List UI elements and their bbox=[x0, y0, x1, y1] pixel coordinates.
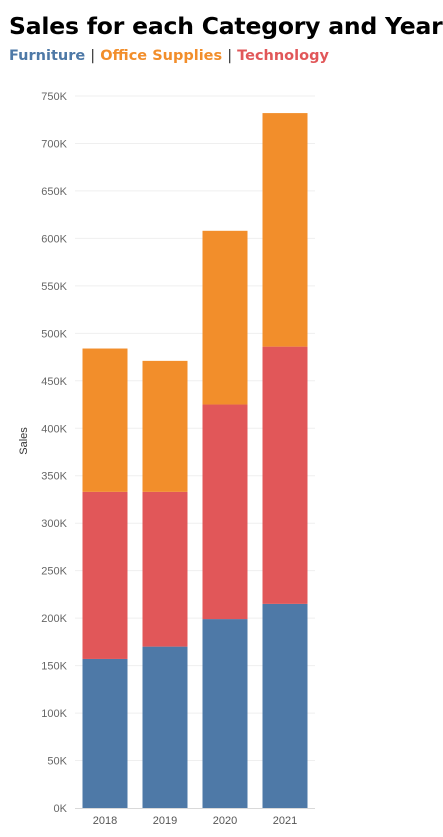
legend-technology[interactable]: Technology bbox=[237, 48, 329, 64]
y-axis-label: Sales bbox=[18, 427, 30, 455]
bar-technology-2021[interactable] bbox=[262, 346, 308, 604]
bar-technology-2019[interactable] bbox=[142, 491, 188, 647]
y-tick-label: 600K bbox=[41, 233, 67, 245]
y-axis: 0K 50K 100K 150K 200K 250K 300K 350K 400K 450K 500… bbox=[41, 91, 67, 815]
bar-office-supplies-2019[interactable] bbox=[142, 360, 188, 492]
legend-separator: | bbox=[227, 48, 233, 64]
chart-title: Sales for each Category and Year bbox=[9, 12, 443, 40]
legend-furniture[interactable]: Furniture bbox=[9, 48, 86, 64]
bar-furniture-2019[interactable] bbox=[142, 646, 188, 808]
y-tick-label: 650K bbox=[41, 186, 67, 198]
bar-furniture-2018[interactable] bbox=[82, 658, 128, 808]
legend-separator: | bbox=[90, 48, 96, 64]
bar-furniture-2020[interactable] bbox=[202, 619, 248, 808]
x-tick-label: 2018 bbox=[93, 815, 117, 827]
y-tick-label: 550K bbox=[41, 281, 67, 293]
y-tick-label: 750K bbox=[41, 91, 67, 103]
y-tick-label: 250K bbox=[41, 566, 67, 578]
y-tick-label: 450K bbox=[41, 376, 67, 388]
x-tick-label: 2021 bbox=[273, 815, 297, 827]
y-tick-label: 700K bbox=[41, 138, 67, 150]
y-tick-label: 150K bbox=[41, 661, 67, 673]
legend-office-supplies[interactable]: Office Supplies bbox=[100, 48, 223, 64]
legend: Furniture | Office Supplies | Technology bbox=[9, 48, 329, 64]
x-axis: 2018 2019 2020 2021 bbox=[75, 808, 315, 827]
y-tick-label: 50K bbox=[47, 756, 67, 768]
bars bbox=[82, 113, 308, 808]
x-tick-label: 2020 bbox=[213, 815, 237, 827]
x-tick-label: 2019 bbox=[153, 815, 177, 827]
bar-office-supplies-2018[interactable] bbox=[82, 348, 128, 492]
bar-furniture-2021[interactable] bbox=[262, 603, 308, 808]
bar-technology-2018[interactable] bbox=[82, 491, 128, 659]
bar-office-supplies-2020[interactable] bbox=[202, 230, 248, 405]
bar-office-supplies-2021[interactable] bbox=[262, 113, 308, 347]
y-tick-label: 350K bbox=[41, 471, 67, 483]
y-tick-label: 400K bbox=[41, 423, 67, 435]
y-tick-label: 200K bbox=[41, 613, 67, 625]
bar-technology-2020[interactable] bbox=[202, 404, 248, 620]
y-tick-label: 0K bbox=[54, 803, 68, 815]
y-tick-label: 100K bbox=[41, 708, 67, 720]
y-tick-label: 500K bbox=[41, 328, 67, 340]
y-tick-label: 300K bbox=[41, 518, 67, 530]
